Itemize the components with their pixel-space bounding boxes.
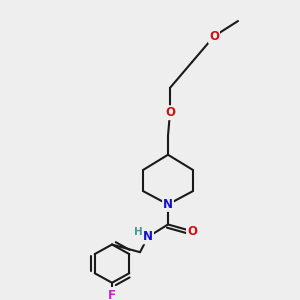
Text: O: O [165, 106, 175, 119]
Text: F: F [108, 289, 116, 300]
Text: O: O [209, 30, 219, 43]
Text: O: O [187, 225, 197, 238]
Text: N: N [143, 230, 153, 243]
Text: N: N [163, 198, 173, 211]
Text: H: H [134, 227, 142, 237]
